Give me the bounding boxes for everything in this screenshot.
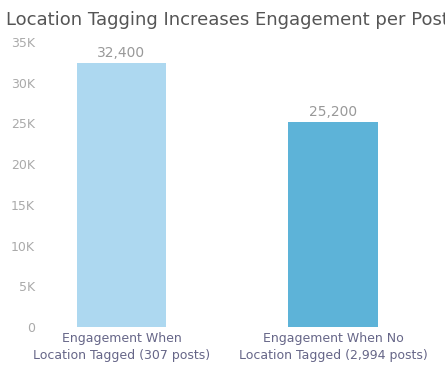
Text: 25,200: 25,200 [309, 105, 357, 119]
Text: 32,400: 32,400 [97, 46, 146, 60]
Bar [288, 122, 378, 327]
Title: Location Tagging Increases Engagement per Post: Location Tagging Increases Engagement pe… [6, 11, 445, 29]
Bar [77, 63, 166, 327]
